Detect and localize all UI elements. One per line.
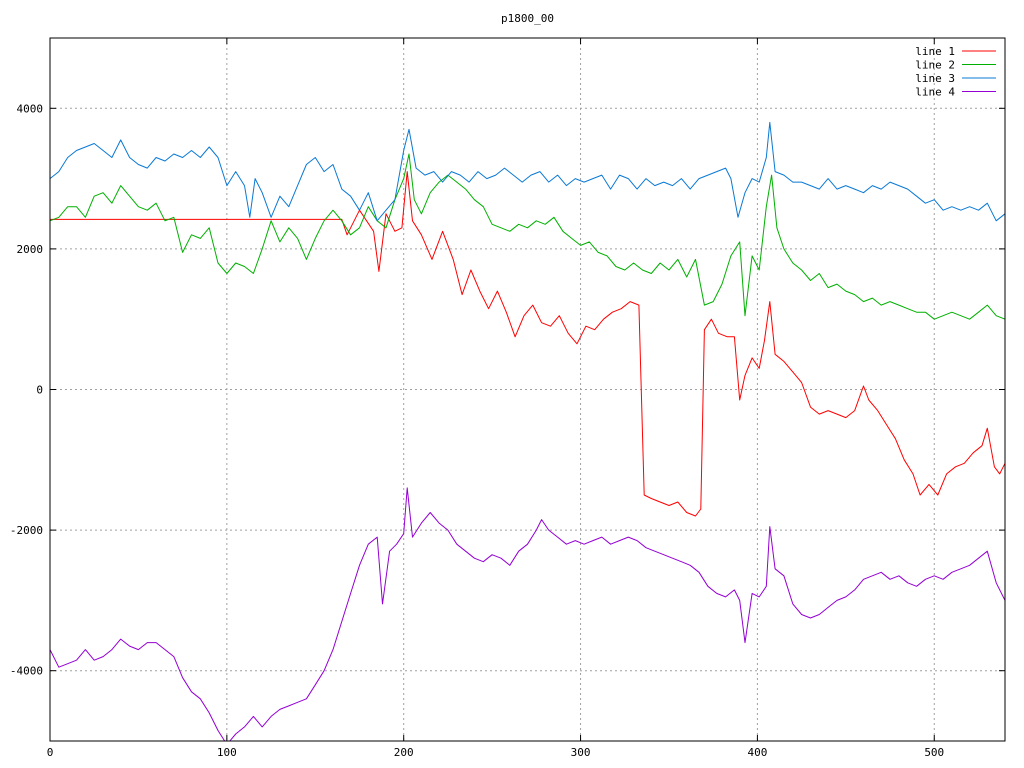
series-group xyxy=(50,121,1005,741)
series-line-3 xyxy=(50,121,1005,222)
legend-label-4: line 4 xyxy=(915,86,955,99)
x-tick-label: 400 xyxy=(747,746,767,759)
legend-label-2: line 2 xyxy=(915,59,955,72)
series-line-2 xyxy=(50,153,1005,320)
series-line-1 xyxy=(50,171,1005,517)
axis-ticks: 0 100 200 300 400 500 -4000 -2000 0 2000 4000 xyxy=(10,38,1005,759)
series-line-4 xyxy=(50,487,1005,741)
x-tick-label: 200 xyxy=(394,746,414,759)
y-tick-label: -2000 xyxy=(10,524,43,537)
grid xyxy=(50,38,1005,741)
x-tick-label: 300 xyxy=(571,746,591,759)
y-tick-label: 0 xyxy=(36,384,43,397)
legend-label-3: line 3 xyxy=(915,72,955,85)
y-tick-label: 4000 xyxy=(17,102,44,115)
y-tick-label: -4000 xyxy=(10,665,43,678)
x-tick-label: 0 xyxy=(47,746,54,759)
chart-title: p1800_00 xyxy=(501,12,554,25)
x-tick-label: 100 xyxy=(217,746,237,759)
x-tick-label: 500 xyxy=(924,746,944,759)
legend-label-1: line 1 xyxy=(915,45,955,58)
plot-frame xyxy=(49,37,1006,742)
y-tick-label: 2000 xyxy=(17,243,44,256)
